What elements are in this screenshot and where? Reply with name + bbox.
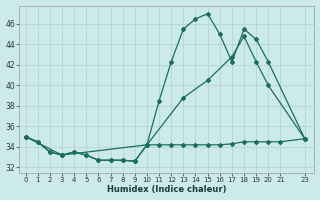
X-axis label: Humidex (Indice chaleur): Humidex (Indice chaleur)	[107, 185, 227, 194]
